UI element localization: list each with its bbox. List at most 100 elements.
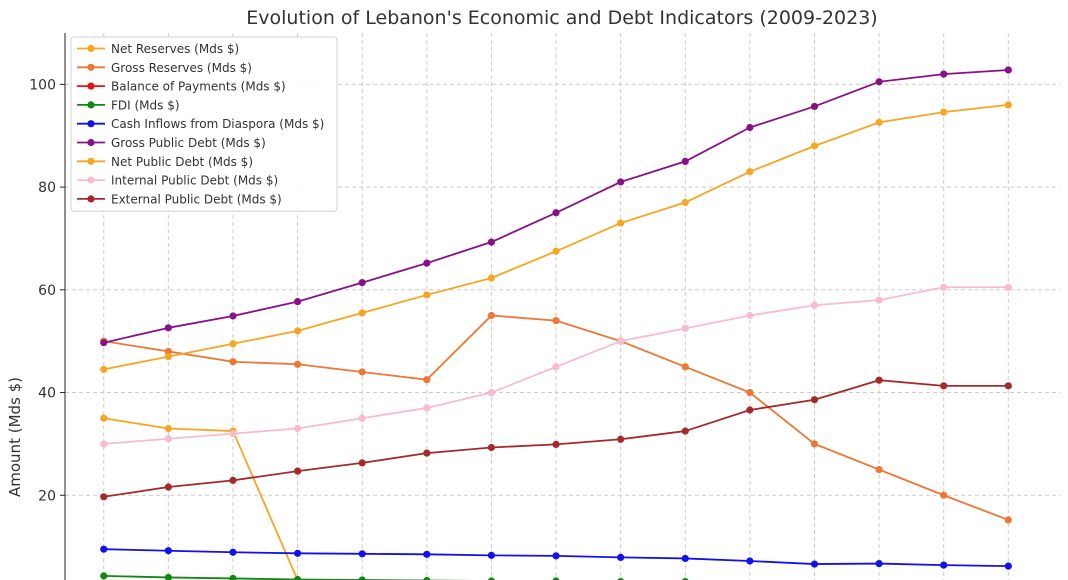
legend-label: Gross Public Debt (Mds $)	[111, 136, 266, 150]
data-point-fdi-2015	[487, 577, 495, 580]
data-point-net-public-debt-2010	[164, 352, 172, 361]
data-point-gross-public-debt-2014	[423, 259, 431, 267]
y-tick-label: 40	[38, 386, 56, 402]
data-point-internal-public-debt-2016	[552, 363, 560, 371]
data-point-gross-reserves-2019	[746, 388, 754, 397]
data-point-net-public-debt-2015	[487, 274, 496, 282]
data-point-net-public-debt-2022	[940, 108, 948, 116]
data-point-cash-inflows-from-diaspora-2017	[617, 553, 625, 562]
data-point-fdi-2009	[100, 572, 108, 580]
data-point-internal-public-debt-2017	[617, 337, 625, 345]
data-point-external-public-debt-2010	[164, 483, 172, 491]
data-point-gross-public-debt-2019	[746, 123, 754, 132]
data-point-fdi-2012	[293, 575, 302, 580]
y-tick-label: 20	[38, 488, 56, 504]
legend-label: Internal Public Debt (Mds $)	[111, 174, 278, 188]
legend-label: Gross Reserves (Mds $)	[111, 61, 252, 75]
data-point-cash-inflows-from-diaspora-2019	[746, 557, 754, 565]
legend-item-cash-inflows-from-diaspora: Cash Inflows from Diaspora (Mds $)	[77, 117, 324, 131]
legend-label: Cash Inflows from Diaspora (Mds $)	[111, 117, 324, 131]
data-point-internal-public-debt-2023	[1004, 283, 1012, 291]
legend-label: External Public Debt (Mds $)	[111, 192, 282, 206]
data-point-external-public-debt-2017	[617, 435, 625, 443]
chart-title: Evolution of Lebanon's Economic and Debt…	[246, 7, 877, 29]
series-internal-public-debt	[100, 283, 1012, 448]
data-point-net-public-debt-2018	[681, 198, 689, 207]
legend-item-net-public-debt: Net Public Debt (Mds $)	[77, 155, 253, 169]
data-point-net-public-debt-2016	[552, 247, 560, 255]
data-point-net-public-debt-2017	[617, 219, 625, 227]
data-point-external-public-debt-2022	[940, 382, 948, 390]
data-point-gross-reserves-2015	[487, 311, 496, 320]
data-point-fdi-2017	[617, 577, 624, 580]
data-point-external-public-debt-2013	[358, 459, 366, 467]
series-cash-inflows-from-diaspora	[100, 545, 1012, 570]
legend-marker	[87, 63, 95, 71]
legend-item-fdi: FDI (Mds $)	[77, 98, 180, 112]
data-point-internal-public-debt-2014	[423, 404, 431, 412]
data-point-fdi-2013	[358, 576, 366, 580]
data-point-cash-inflows-from-diaspora-2010	[164, 547, 172, 555]
data-point-gross-public-debt-2020	[810, 102, 819, 111]
data-point-cash-inflows-from-diaspora-2023	[1004, 562, 1012, 570]
data-point-gross-reserves-2013	[358, 368, 366, 376]
legend-item-gross-public-debt: Gross Public Debt (Mds $)	[77, 136, 266, 150]
data-point-net-public-debt-2021	[875, 118, 883, 126]
data-point-cash-inflows-from-diaspora-2014	[423, 550, 431, 558]
data-point-cash-inflows-from-diaspora-2022	[940, 561, 948, 569]
data-point-gross-public-debt-2010	[164, 324, 172, 332]
data-point-gross-public-debt-2021	[875, 78, 883, 86]
data-point-net-reserves-2010	[164, 424, 172, 433]
legend-marker	[87, 120, 95, 128]
legend-marker	[87, 44, 95, 53]
data-point-cash-inflows-from-diaspora-2011	[229, 548, 237, 556]
y-tick-label: 100	[29, 77, 56, 93]
data-point-gross-reserves-2010	[164, 347, 172, 356]
data-point-net-public-debt-2020	[810, 142, 819, 150]
data-point-gross-reserves-2012	[293, 360, 302, 368]
data-point-gross-reserves-2014	[423, 376, 431, 384]
data-point-gross-public-debt-2022	[940, 70, 948, 78]
data-point-fdi-2011	[229, 574, 237, 580]
legend-label: Net Public Debt (Mds $)	[111, 155, 253, 169]
series-net-public-debt	[100, 101, 1012, 374]
data-point-external-public-debt-2020	[810, 396, 819, 404]
data-point-external-public-debt-2009	[100, 493, 108, 501]
data-point-external-public-debt-2019	[746, 406, 754, 414]
data-point-net-public-debt-2011	[229, 340, 237, 348]
legend-marker	[87, 195, 95, 203]
data-point-gross-reserves-2016	[552, 317, 560, 325]
legend-label: Net Reserves (Mds $)	[111, 42, 239, 56]
data-point-cash-inflows-from-diaspora-2015	[487, 551, 496, 559]
legend-item-balance-of-payments: Balance of Payments (Mds $)	[77, 80, 286, 94]
data-point-net-public-debt-2019	[746, 168, 754, 176]
legend-label: Balance of Payments (Mds $)	[111, 80, 286, 94]
data-point-external-public-debt-2015	[487, 443, 496, 452]
data-point-internal-public-debt-2013	[358, 414, 366, 422]
data-point-gross-reserves-2020	[810, 440, 819, 448]
y-tick-label: 60	[38, 283, 56, 299]
data-point-gross-public-debt-2017	[617, 178, 625, 186]
y-axis-label: Amount (Mds $)	[6, 377, 24, 497]
y-tick-label: 80	[38, 180, 56, 196]
legend-item-internal-public-debt: Internal Public Debt (Mds $)	[77, 174, 278, 188]
data-point-gross-public-debt-2011	[229, 312, 237, 320]
axes: 20 40 60 80 100	[29, 33, 66, 580]
data-point-internal-public-debt-2022	[940, 283, 948, 291]
data-point-internal-public-debt-2021	[875, 296, 883, 304]
data-point-external-public-debt-2023	[1004, 382, 1012, 390]
series-net-reserves	[100, 414, 302, 580]
data-point-net-reserves-2009	[100, 414, 108, 422]
data-point-external-public-debt-2021	[875, 376, 883, 384]
data-point-cash-inflows-from-diaspora-2013	[358, 550, 366, 558]
data-point-gross-public-debt-2023	[1004, 66, 1012, 74]
data-point-external-public-debt-2012	[293, 467, 302, 475]
legend-marker	[87, 157, 95, 165]
legend: Net Reserves (Mds $) Gross Reserves (Mds …	[70, 36, 338, 212]
data-point-external-public-debt-2016	[552, 440, 560, 449]
legend-marker	[87, 138, 95, 147]
legend-item-external-public-debt: External Public Debt (Mds $)	[77, 192, 282, 206]
data-point-internal-public-debt-2009	[100, 440, 108, 448]
data-point-cash-inflows-from-diaspora-2009	[100, 545, 108, 553]
